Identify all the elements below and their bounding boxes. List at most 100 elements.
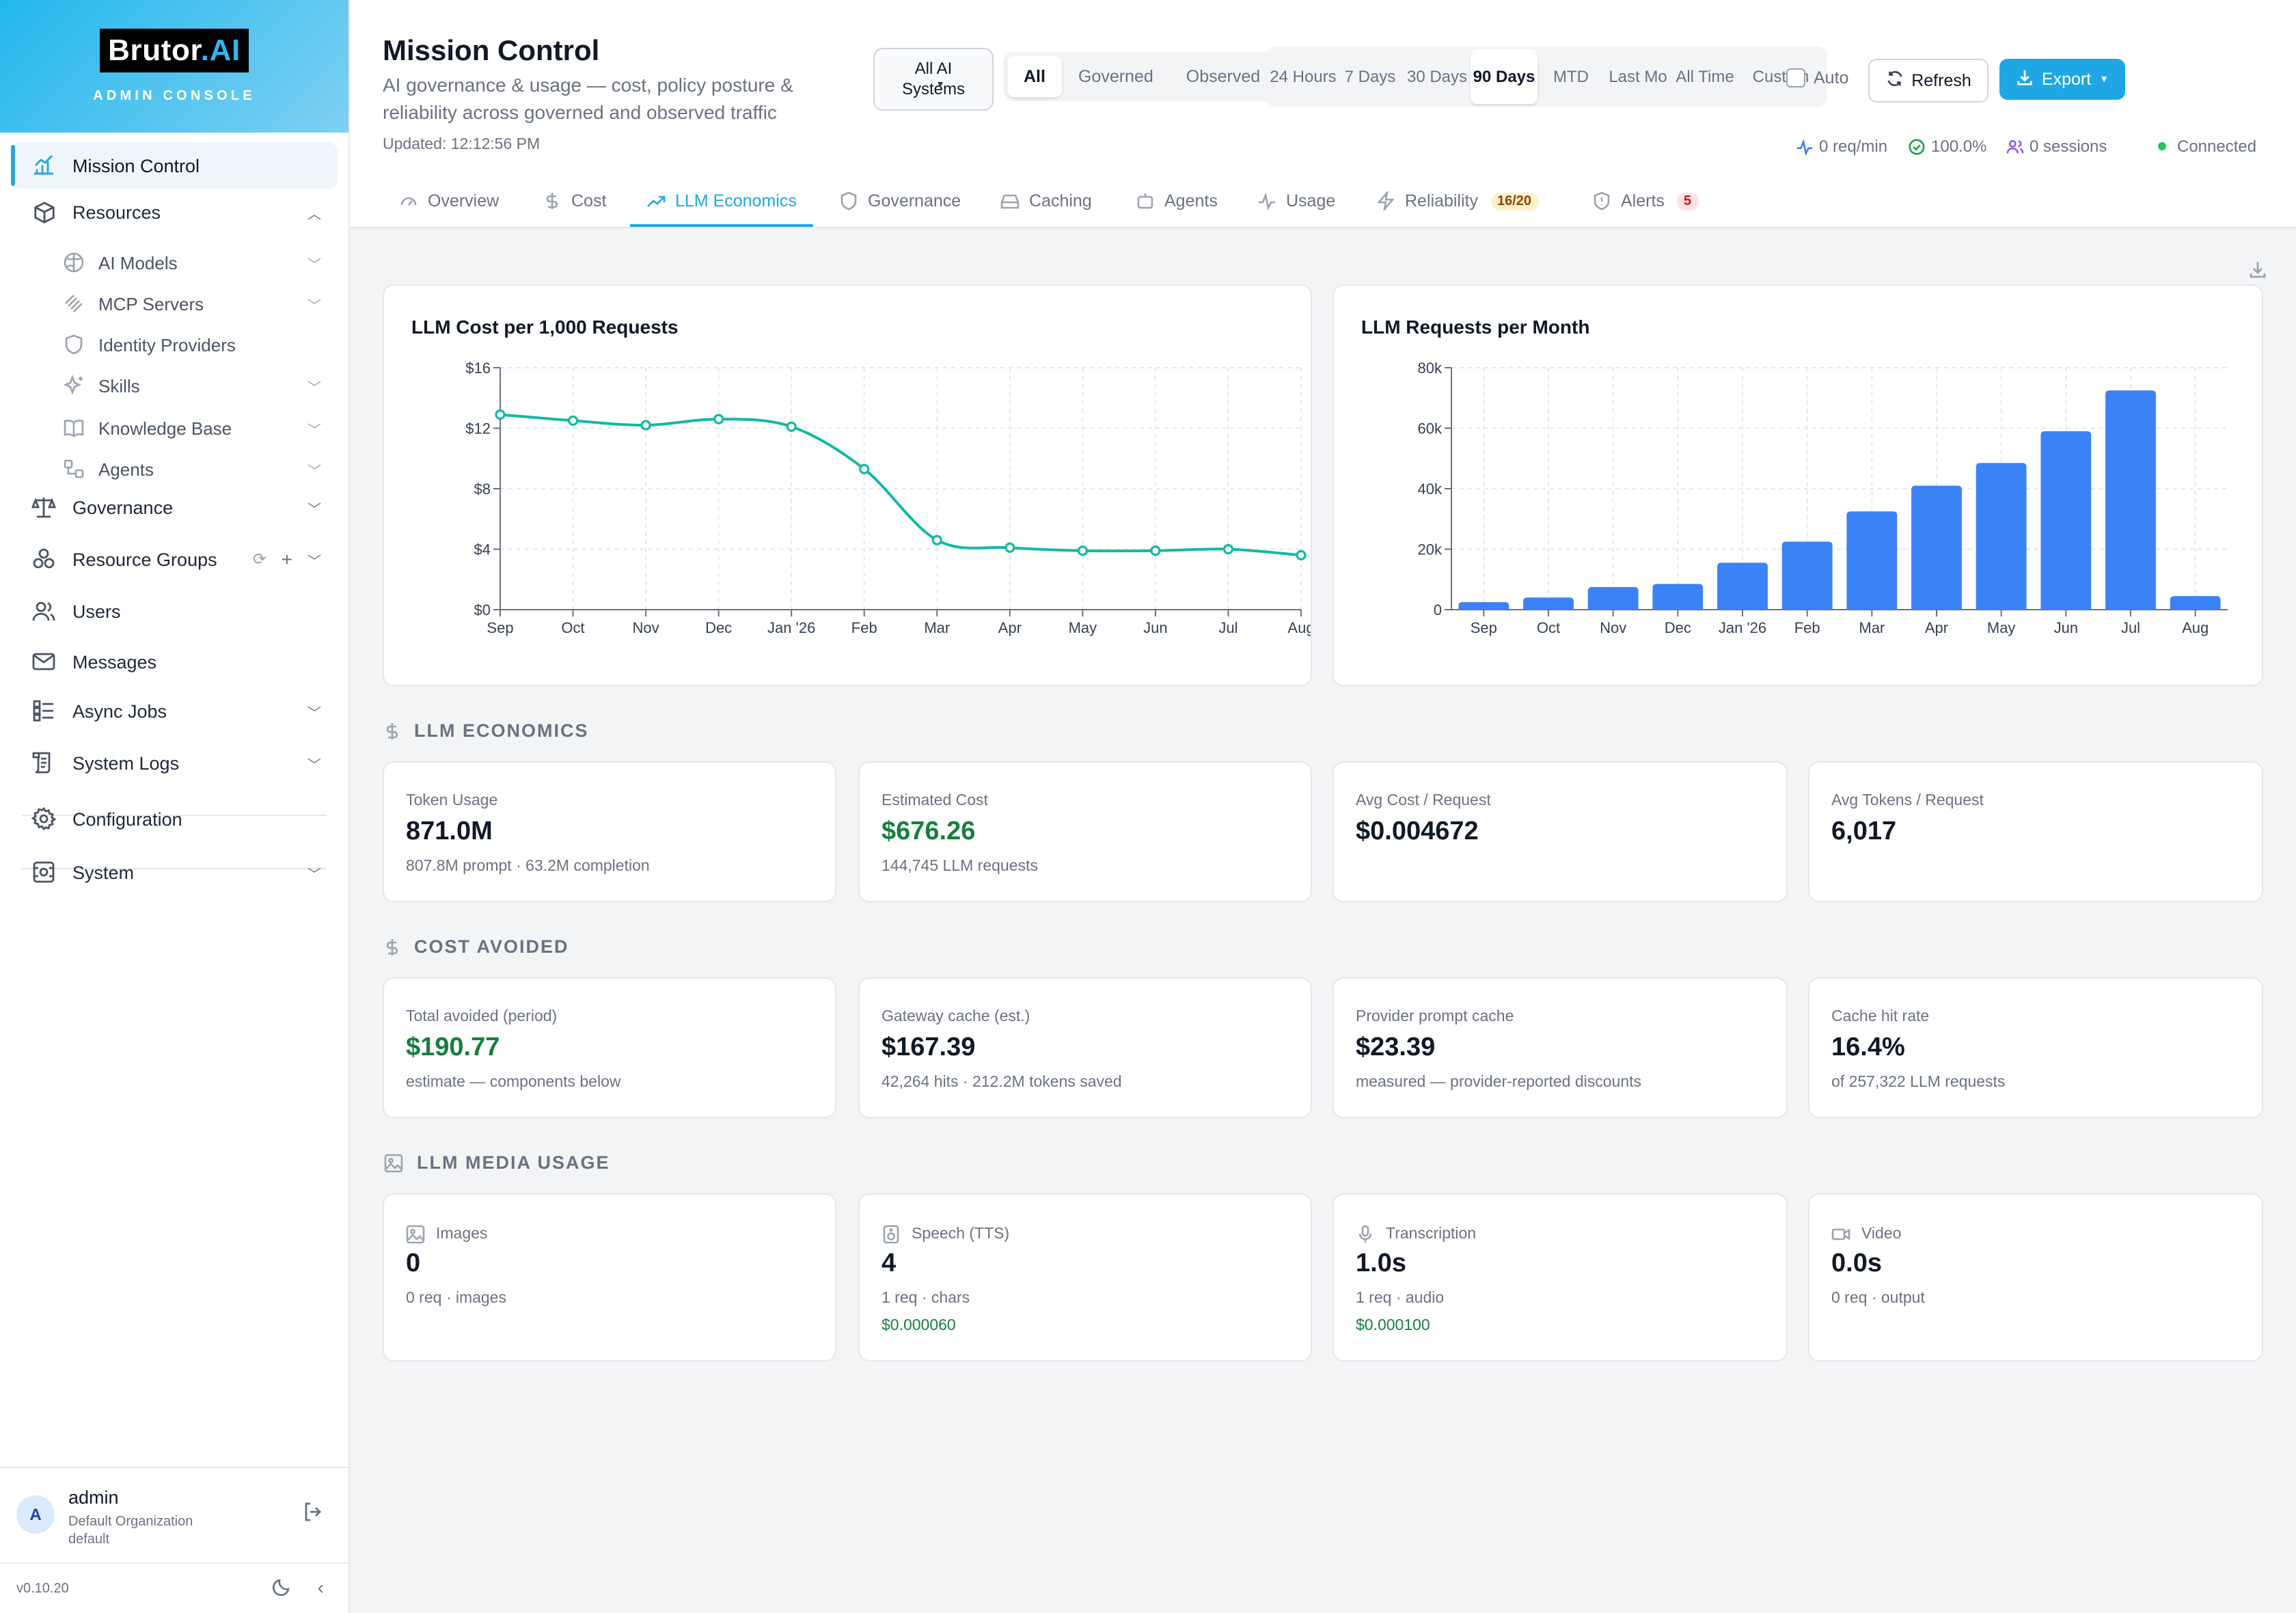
tab-caching[interactable]: Caching [1000,175,1092,227]
auto-checkbox[interactable] [1786,68,1805,87]
tab-label: Agents [1164,191,1218,211]
range-last-mo[interactable]: Last Mo [1609,66,1667,85]
x-tick-label: Apr [1925,619,1948,636]
tab-agents[interactable]: Agents [1136,175,1218,227]
range-90-days[interactable]: 90 Days [1471,49,1538,104]
section-llm-economics: LLM ECONOMICS [384,720,589,741]
updated-timestamp: Updated: 12:12:56 PM [383,137,541,153]
sidebar-subitem-knowledge-base[interactable]: Knowledge Base ﹀ [38,407,338,448]
refresh-icon[interactable]: ⟳ [252,550,266,569]
x-tick-label: May [1987,619,2016,636]
dollar-icon [384,937,400,956]
section-llm-media-usage: LLM MEDIA USAGE [384,1152,610,1173]
request-rate-value: 0 req/min [1819,137,1888,156]
download-icon[interactable] [2248,260,2267,286]
range-30-days[interactable]: 30 Days [1406,66,1468,85]
sidebar: Brutor.AI ADMIN CONSOLE Mission Control … [0,0,350,1613]
data-point [859,463,870,474]
stat-value: 0.0s [1831,1249,1882,1278]
data-point [1004,542,1015,553]
tab-label: Alerts [1621,191,1665,211]
sidebar-item-users[interactable]: Users [11,588,338,634]
cost-per-1000-chart: $0 $4 $8 $12 $16 Sep Oct Nov Dec Jan '26 Feb Mar Apr… [465,360,1311,636]
sidebar-item-system[interactable]: System ﹀ [11,849,338,895]
x-tick-label: Sep [1471,619,1497,636]
chevron-down-icon[interactable]: ﹀ [308,464,321,479]
chevron-down-icon[interactable]: ﹀ [308,706,321,721]
chevron-down-icon[interactable]: ﹀ [308,554,321,569]
logout-icon[interactable] [302,1501,324,1530]
stat-card-cache-hit-rate: Cache hit rate 16.4% of 257,322 LLM requ… [1808,977,2263,1118]
sidebar-item-resource-groups[interactable]: Resource Groups ⟳ + ﹀ [11,536,338,582]
stat-label: Token Usage [406,793,498,809]
system-select-value: All AI Systems [901,59,965,98]
agents-icon [63,458,85,480]
chevron-down-icon[interactable]: ﹀ [308,423,321,438]
tab-overview[interactable]: Overview [399,175,499,227]
sidebar-item-mission-control[interactable]: Mission Control [11,142,338,189]
range-mtd[interactable]: MTD [1553,66,1589,85]
tab-reliability[interactable]: Reliability 16/20 [1376,175,1539,227]
bolt-icon [1376,191,1395,211]
chevron-up-icon[interactable]: ︿ [308,207,321,222]
chevron-down-icon[interactable]: ﹀ [308,867,321,882]
range-all-time[interactable]: All Time [1676,66,1734,85]
sidebar-subitem-agents[interactable]: Agents ﹀ [38,448,338,489]
range-7-days[interactable]: 7 Days [1344,66,1396,85]
tab-label: Overview [428,191,500,211]
y-tick-label: $16 [465,360,491,377]
refresh-button[interactable]: Refresh [1868,59,1988,103]
chevron-down-icon[interactable]: ﹀ [308,502,321,517]
tab-governance[interactable]: Governance [839,175,961,227]
x-tick-label: Apr [998,619,1022,636]
range-24-hours[interactable]: 24 Hours [1270,66,1337,85]
avatar[interactable]: A [16,1495,55,1534]
gear-icon [31,806,56,831]
sidebar-subitem-ai-models[interactable]: AI Models ﹀ [38,242,338,283]
sidebar-subitem-identity-providers[interactable]: Identity Providers [38,324,338,365]
logo[interactable]: Brutor.AI [100,29,249,72]
collapse-sidebar-icon[interactable]: ‹ [317,1576,324,1598]
sidebar-item-async-jobs[interactable]: Async Jobs ﹀ [11,688,338,734]
stat-sub: 144,745 LLM requests [882,858,1038,875]
logo-name: Brutor [108,33,201,67]
stat-label: Estimated Cost [882,793,988,809]
sidebar-subitem-mcp-servers[interactable]: MCP Servers ﹀ [38,283,338,324]
export-button[interactable]: Export ▼ [1999,59,2125,100]
stat-sub: 0 req · images [406,1290,507,1307]
auto-refresh-toggle[interactable]: Auto [1786,68,1848,87]
y-tick-label: 40k [1418,480,1443,498]
tab-cost[interactable]: Cost [543,175,606,227]
sidebar-subitem-skills[interactable]: Skills ﹀ [38,365,338,406]
chevron-down-icon[interactable]: ﹀ [308,758,321,773]
data-point [713,414,724,424]
tab-llm-economics[interactable]: LLM Economics [630,175,813,227]
stat-label: Avg Cost / Request [1356,793,1491,809]
chevron-down-icon[interactable]: ﹀ [308,381,321,396]
sidebar-item-governance[interactable]: Governance ﹀ [11,484,338,530]
system-select[interactable]: All AI Systems ▼ [873,48,994,111]
chevron-down-icon[interactable]: ﹀ [308,299,321,314]
sidebar-item-system-logs[interactable]: System Logs ﹀ [11,740,338,786]
scope-observed[interactable]: Observed [1186,67,1261,86]
pulse-icon [1257,191,1276,211]
scope-all[interactable]: All [1007,56,1062,97]
moon-icon[interactable] [272,1577,291,1603]
x-tick-label: Jul [1218,619,1238,636]
bar [1911,485,1962,610]
chart-title: LLM Cost per 1,000 Requests [411,316,679,338]
sidebar-item-resources[interactable]: Resources ︿ [11,189,338,235]
add-icon[interactable]: + [281,548,292,570]
chevron-down-icon[interactable]: ﹀ [308,258,321,273]
stat-card-token-usage: Token Usage 871.0M 807.8M prompt · 63.2M… [383,761,836,902]
y-tick-label: 80k [1418,360,1443,377]
bar [2105,390,2156,610]
series-line [500,413,1302,557]
scope-governed[interactable]: Governed [1078,67,1153,86]
sidebar-footer: v0.10.20 ‹ [0,1562,348,1613]
sidebar-item-messages[interactable]: Messages [11,638,338,685]
sidebar-subitem-label: Identity Providers [98,334,236,355]
tab-usage[interactable]: Usage [1257,175,1335,227]
sidebar-item-configuration[interactable]: Configuration [11,796,338,842]
tab-alerts[interactable]: Alerts 5 [1592,175,1699,227]
